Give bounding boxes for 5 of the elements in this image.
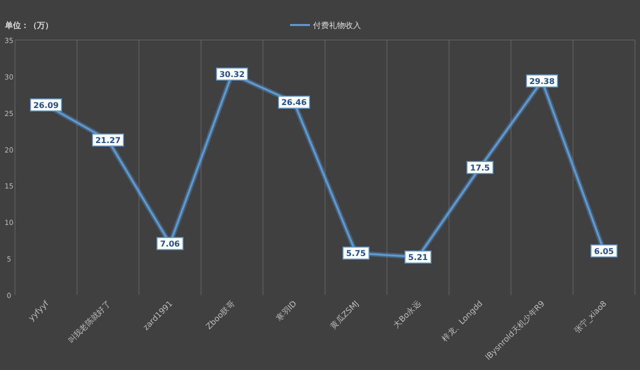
legend-label: 付费礼物收入 [313, 21, 361, 30]
x-tick-label: 叫我老陈就好了 [66, 299, 112, 346]
x-tick-label: 寒羽ID [274, 299, 298, 323]
y-axis-title: 单位：（万） [4, 21, 53, 30]
x-tick-label: 大Bo永远 [392, 299, 422, 330]
